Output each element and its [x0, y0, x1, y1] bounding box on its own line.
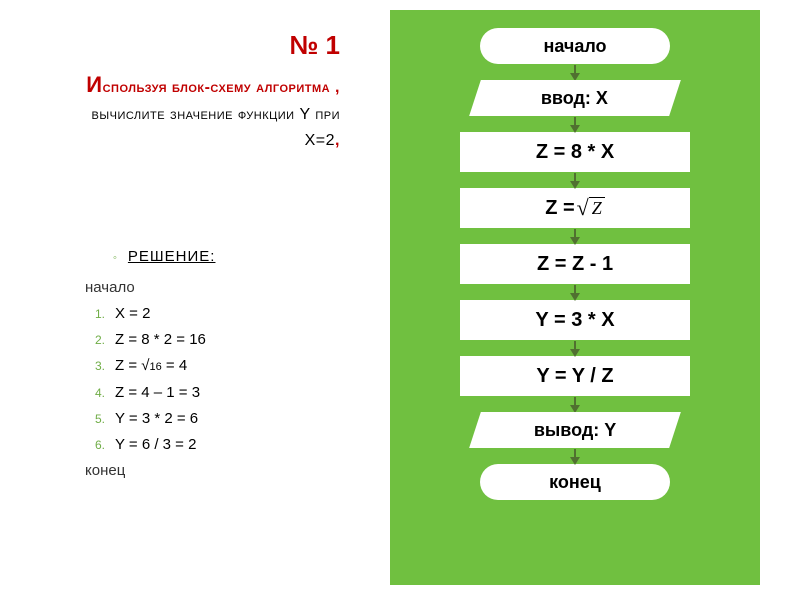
step-number: 6. — [85, 435, 105, 456]
task-text: Используя блок-схему алгоритма , вычисли… — [30, 67, 350, 153]
flowchart-label: вывод: Y — [534, 420, 616, 441]
solution-step: 3. Z = √16 = 4 — [85, 353, 350, 379]
solution-step: 6. Y = 6 / 3 = 2 — [85, 432, 350, 458]
left-panel: № 1 Используя блок-схему алгоритма , выч… — [0, 0, 370, 600]
step-text: Z = 4 – 1 = 3 — [115, 380, 200, 406]
solution-start: начало — [85, 275, 350, 301]
task-number: № 1 — [30, 30, 350, 61]
solution-step: 1. X = 2 — [85, 301, 350, 327]
flowchart-process: Y = 3 * X — [460, 300, 690, 340]
solution-end: конец — [85, 458, 350, 484]
solution-step: 4. Z = 4 – 1 = 3 — [85, 380, 350, 406]
flowchart-panel: начало ввод: X Z = 8 * X Z =√Z Z = Z - 1 Y = … — [390, 10, 760, 585]
step-number: 1. — [85, 304, 105, 325]
solution-step: 5. Y = 3 * 2 = 6 — [85, 406, 350, 432]
step-number: 5. — [85, 409, 105, 430]
step-text: Y = 6 / 3 = 2 — [115, 432, 196, 458]
sqrt-icon: √Z — [575, 195, 605, 221]
flowchart-io: вывод: Y — [469, 412, 681, 448]
flowchart-label: ввод: X — [541, 88, 608, 109]
flowchart-terminal: начало — [480, 28, 670, 64]
step-text: Z = 8 * 2 = 16 — [115, 327, 206, 353]
solution-title: ◦РЕШЕНИЕ: — [85, 248, 350, 265]
step-text: Z = √16 = 4 — [115, 353, 187, 379]
flowchart-process: Z =√Z — [460, 188, 690, 228]
flowchart-terminal: конец — [480, 464, 670, 500]
solution-step: 2. Z = 8 * 2 = 16 — [85, 327, 350, 353]
step-text: Y = 3 * 2 = 6 — [115, 406, 198, 432]
flowchart-io: ввод: X — [469, 80, 681, 116]
flowchart-process: Z = Z - 1 — [460, 244, 690, 284]
step-number: 4. — [85, 383, 105, 404]
solution-block: ◦РЕШЕНИЕ: начало 1. X = 2 2. Z = 8 * 2 = 16… — [30, 248, 350, 484]
flowchart-process: Z = 8 * X — [460, 132, 690, 172]
flowchart-process: Y = Y / Z — [460, 356, 690, 396]
step-number: 3. — [85, 356, 105, 377]
step-text: X = 2 — [115, 301, 150, 327]
step-number: 2. — [85, 330, 105, 351]
